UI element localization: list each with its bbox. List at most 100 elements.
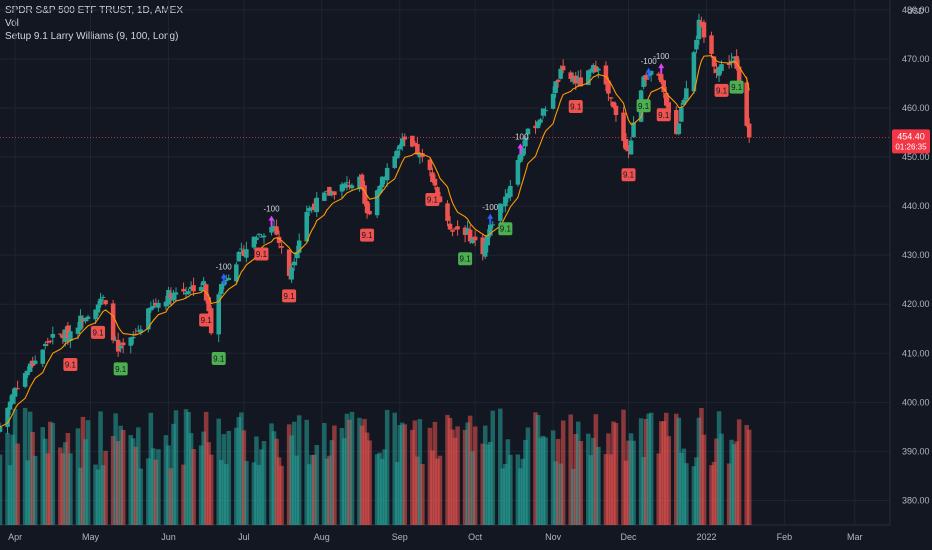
volume-bar (701, 434, 707, 525)
candle-body (498, 203, 503, 221)
candle-body (130, 336, 136, 339)
volume-bar (22, 407, 28, 525)
volume-bar (110, 435, 116, 525)
volume-bar (397, 425, 403, 525)
sell-signal-tag (199, 313, 214, 327)
volume-bar (251, 462, 257, 525)
sell-signal-text: 9.1 (256, 250, 268, 259)
volume-bar (560, 420, 566, 525)
candle-body (198, 287, 204, 291)
volume-bar (151, 448, 156, 525)
candle-body (136, 330, 141, 332)
symbol-title[interactable]: SPDR S&P 500 ETF TRUST, 1D, AMEX (5, 5, 184, 16)
currency-label: USD (907, 7, 924, 16)
volume-bar (261, 441, 267, 525)
candle-body (731, 56, 737, 59)
volume-bar (384, 409, 390, 525)
signal-arrow (658, 63, 665, 75)
volume-bar (646, 413, 651, 525)
sell-signal-tag (254, 247, 269, 261)
volume-bar (417, 419, 423, 525)
month-tick-label: Dec (621, 532, 638, 542)
candle-body (676, 123, 682, 135)
volume-bar (558, 463, 563, 525)
candle-body (349, 185, 355, 189)
month-tick-label: Mar (847, 532, 863, 542)
candle-body (163, 301, 169, 307)
sell-signal-tag (282, 289, 297, 303)
candle-body (60, 335, 66, 339)
volume-bar (171, 423, 176, 525)
volume-bar (606, 433, 611, 525)
candle-body (364, 201, 370, 214)
candle-body (384, 167, 390, 181)
volume-bar (349, 411, 355, 525)
candle-body (691, 52, 697, 92)
candle-body (12, 387, 18, 397)
candle-body (374, 190, 380, 216)
candle-body (550, 93, 556, 109)
volume-bar (540, 435, 546, 525)
volume-bar (359, 425, 365, 525)
candle-body (332, 191, 337, 196)
volume-bar (103, 450, 108, 525)
candle-body (623, 139, 629, 150)
candle-body (452, 228, 458, 230)
sell-signal-tag (656, 108, 671, 122)
volume-bar (462, 429, 468, 525)
volume-bar (487, 441, 493, 525)
volume-bar (435, 458, 440, 525)
volume-bar (218, 460, 224, 525)
month-tick-label: Oct (468, 532, 483, 542)
volume-bar (357, 417, 362, 525)
volume-bar (173, 410, 179, 525)
candle-body (146, 308, 151, 330)
month-tick-label: Apr (8, 532, 22, 542)
volume-bar (274, 438, 279, 525)
candle-body (663, 93, 669, 106)
candle-body (63, 329, 68, 342)
candle-body (294, 251, 299, 259)
volume-bar (638, 418, 644, 525)
indicator-legend[interactable]: Setup 9.1 Larry Williams (9, 100, Long) (5, 31, 179, 42)
volume-bar (294, 455, 299, 525)
candle-body (656, 73, 661, 76)
candle-body (648, 70, 654, 75)
candle-body (679, 107, 684, 122)
month-tick-label: Sep (392, 532, 408, 542)
volume-bar (505, 439, 511, 525)
volume-bar (344, 413, 350, 525)
volume-bar (661, 421, 666, 525)
month-tick-label: Jun (161, 532, 176, 542)
volume-bar (427, 427, 433, 525)
volume-legend[interactable]: Vol (5, 18, 19, 29)
volume-bar (156, 449, 161, 525)
sell-signal-tag (714, 83, 729, 97)
volume-bar (5, 432, 10, 525)
volume-bar (98, 411, 103, 525)
candle-body (191, 285, 196, 292)
level-label: -100 (216, 262, 233, 271)
candle-body (291, 261, 297, 266)
volume-bar (254, 436, 259, 525)
volume-bar (716, 411, 722, 525)
volume-bar (684, 463, 689, 525)
candle-body (711, 56, 717, 67)
candle-body (344, 182, 350, 184)
price-tick-label: 440.00 (902, 201, 930, 211)
level-label: -100 (482, 203, 499, 212)
volume-bar (658, 421, 664, 525)
volume-bar (83, 439, 88, 525)
volume-bar (309, 454, 315, 525)
volume-bar (322, 422, 327, 525)
volume-bar (27, 411, 33, 525)
volume-bar (729, 439, 734, 525)
volume-bar (324, 458, 330, 525)
volume-bar (410, 429, 415, 525)
level-label: -100 (264, 205, 281, 214)
candle-body (261, 235, 267, 238)
candle-body (553, 81, 558, 94)
buy-signal-tag (636, 99, 651, 113)
price-tick-label: 420.00 (902, 299, 930, 309)
